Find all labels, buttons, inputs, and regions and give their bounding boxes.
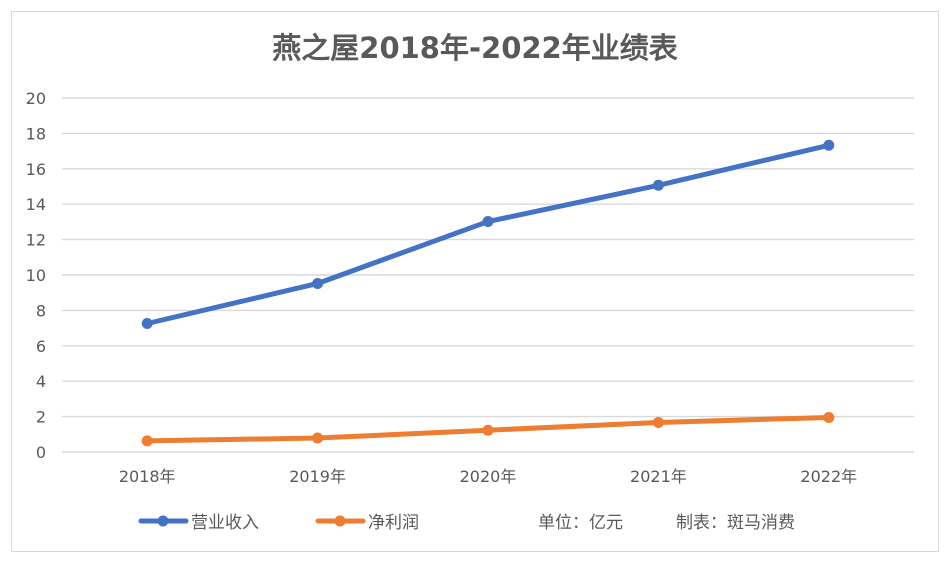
y-tick-label: 18 bbox=[26, 124, 46, 143]
data-point bbox=[482, 424, 494, 436]
y-tick-label: 2 bbox=[36, 408, 46, 427]
y-tick-label: 20 bbox=[26, 89, 46, 108]
source-annotation: 制表：斑马消费 bbox=[676, 513, 795, 533]
x-tick-label: 2019年 bbox=[289, 467, 346, 486]
y-tick-label: 0 bbox=[36, 443, 46, 462]
series-layer bbox=[141, 139, 835, 447]
data-point bbox=[482, 216, 494, 228]
data-point bbox=[141, 435, 153, 447]
data-point bbox=[652, 179, 664, 191]
series-1 bbox=[141, 139, 835, 329]
legend: 营业收入 净利润 bbox=[138, 513, 419, 533]
chart-title: 燕之屋2018年-2022年业绩表 bbox=[272, 31, 677, 65]
data-point bbox=[312, 277, 324, 289]
data-point bbox=[652, 416, 664, 428]
data-point bbox=[141, 317, 153, 329]
chart-frame bbox=[11, 11, 939, 552]
grid-lines bbox=[62, 97, 914, 453]
legend-item-1: 营业收入 bbox=[138, 513, 259, 533]
unit-annotation: 单位：亿元 bbox=[538, 513, 623, 533]
y-tick-label: 4 bbox=[36, 372, 46, 391]
data-point bbox=[823, 139, 835, 151]
series-line bbox=[144, 142, 832, 326]
y-tick-label: 10 bbox=[26, 266, 46, 285]
x-tick-label: 2018年 bbox=[119, 467, 176, 486]
y-tick-label: 14 bbox=[26, 195, 46, 214]
legend-marker bbox=[157, 515, 169, 527]
series-2 bbox=[141, 411, 835, 447]
x-tick-label: 2020年 bbox=[460, 467, 517, 486]
y-tick-label: 6 bbox=[36, 337, 46, 356]
y-tick-label: 8 bbox=[36, 301, 46, 320]
data-point bbox=[312, 432, 324, 444]
data-point bbox=[823, 411, 835, 423]
legend-label: 营业收入 bbox=[191, 513, 259, 533]
legend-label: 净利润 bbox=[368, 513, 419, 533]
legend-marker bbox=[334, 515, 346, 527]
x-axis-ticks: 2018年 2019年 2020年 2021年 2022年 bbox=[119, 467, 857, 486]
y-tick-label: 12 bbox=[26, 231, 46, 250]
x-tick-label: 2021年 bbox=[630, 467, 687, 486]
y-tick-label: 16 bbox=[26, 160, 46, 179]
legend-item-2: 净利润 bbox=[315, 513, 419, 533]
x-tick-label: 2022年 bbox=[800, 467, 857, 486]
y-axis-ticks: 0 2 4 6 8 10 12 14 16 18 20 bbox=[26, 89, 46, 462]
